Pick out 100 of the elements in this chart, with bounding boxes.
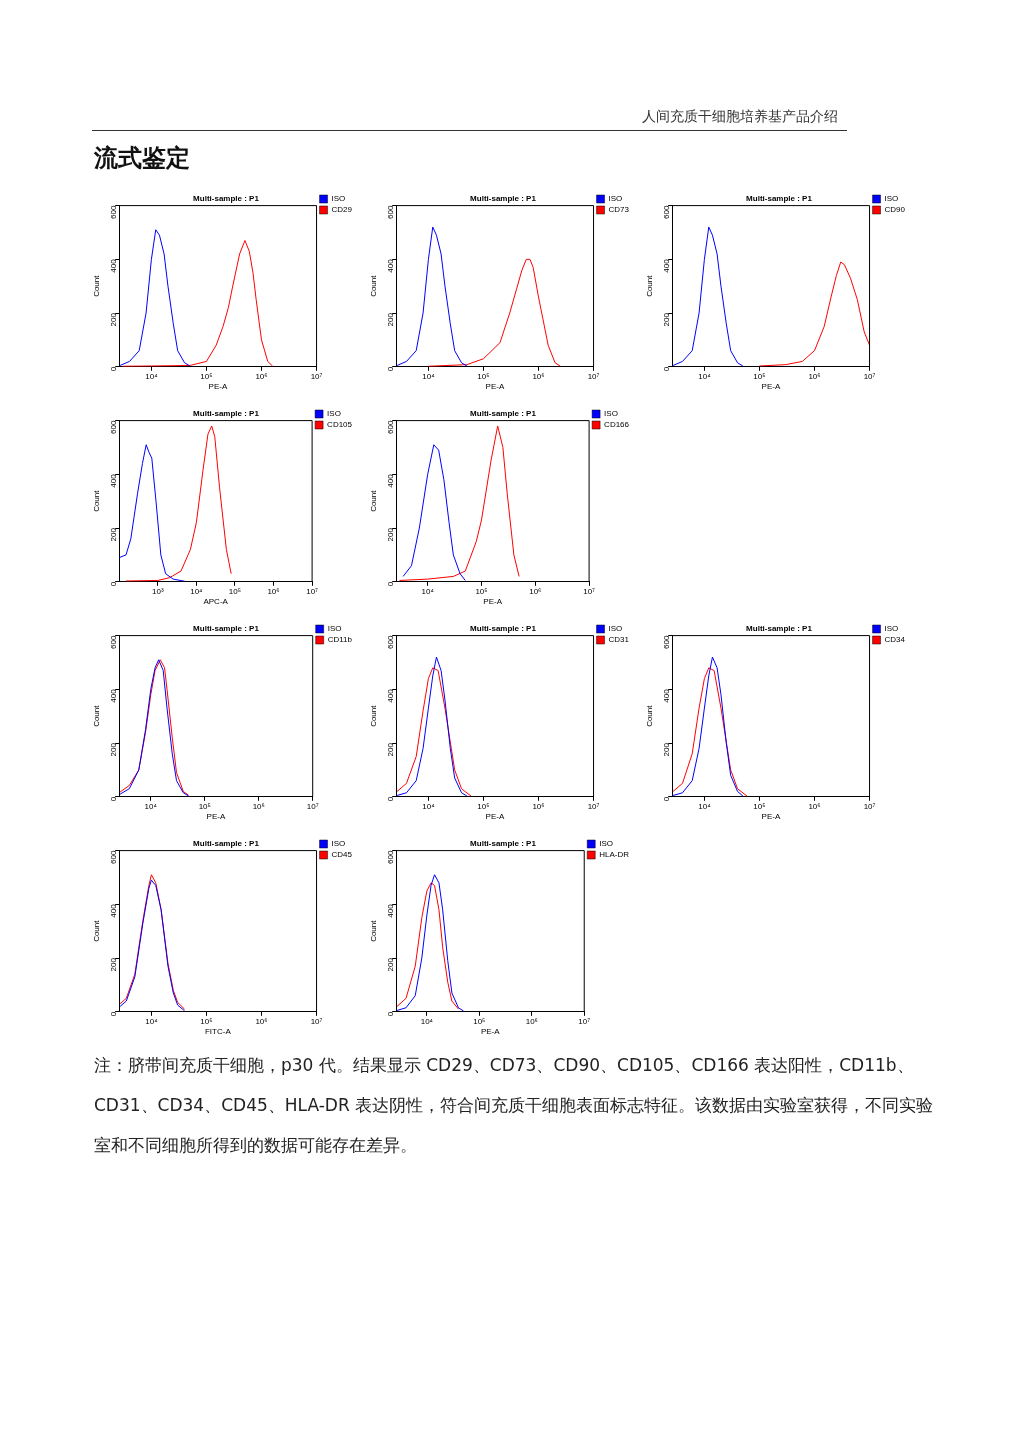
- x-tick-label: 10⁵: [200, 1016, 213, 1026]
- x-tick-label: 10⁷: [863, 801, 876, 811]
- y-axis-title: Count: [369, 704, 378, 727]
- y-tick-label: 600: [109, 850, 119, 864]
- chart-title: Multi-sample : P1: [470, 409, 537, 418]
- y-tick-label: 400: [109, 473, 119, 488]
- x-tick-label: 10⁷: [587, 801, 600, 811]
- x-tick-label: 10⁶: [808, 371, 821, 381]
- x-tick-label: 10⁵: [200, 371, 213, 381]
- y-tick-label: 600: [386, 850, 396, 864]
- x-axis-title: PE-A: [208, 382, 228, 392]
- x-tick-label: 10⁶: [525, 1016, 538, 1026]
- y-tick-label: 200: [662, 312, 672, 327]
- y-tick-label: 200: [109, 312, 119, 327]
- x-tick-label: 10⁶: [252, 801, 265, 811]
- legend-label: CD45: [331, 850, 353, 860]
- x-tick-label: 10⁴: [145, 1016, 159, 1026]
- x-tick-label: 10⁵: [228, 586, 242, 596]
- legend-label: HLA-DR: [599, 850, 630, 860]
- y-axis-title: Count: [92, 274, 101, 297]
- y-tick-label: 600: [386, 420, 396, 434]
- x-tick-label: 10⁴: [422, 801, 436, 811]
- legend-label: ISO: [884, 624, 899, 634]
- x-tick-label: 10⁵: [477, 371, 490, 381]
- y-tick-label: 200: [386, 527, 396, 542]
- y-tick-label: 600: [109, 635, 119, 649]
- x-tick-label: 10⁵: [198, 801, 211, 811]
- y-tick-label: 400: [386, 473, 396, 488]
- y-axis-title: Count: [369, 274, 378, 297]
- x-tick-label: 10⁴: [698, 371, 712, 381]
- legend-label: ISO: [327, 624, 342, 634]
- y-tick-label: 600: [662, 635, 672, 649]
- y-tick-label: 0: [662, 796, 672, 802]
- legend-label: ISO: [331, 839, 346, 849]
- chart-title: Multi-sample : P1: [193, 194, 260, 203]
- x-tick-label: 10⁷: [587, 371, 600, 381]
- y-tick-label: 200: [386, 957, 396, 972]
- text: 人间充质干细胞培养基产品介绍: [641, 108, 838, 126]
- y-tick-label: 600: [109, 420, 119, 434]
- y-tick-label: 0: [386, 796, 396, 802]
- x-tick-label: 10⁷: [310, 371, 323, 381]
- x-axis-title: APC-A: [203, 597, 229, 607]
- x-tick-label: 10⁵: [753, 371, 766, 381]
- y-axis-title: Count: [92, 919, 101, 942]
- text: 流式鉴定: [94, 143, 190, 174]
- x-tick-label: 10⁶: [255, 1016, 268, 1026]
- y-tick-label: 200: [109, 527, 119, 542]
- x-tick-label: 10⁶: [267, 586, 280, 596]
- legend-label: ISO: [331, 194, 346, 204]
- y-axis-title: Count: [92, 704, 101, 727]
- y-tick-label: 400: [109, 258, 119, 273]
- y-tick-label: 400: [109, 903, 119, 918]
- y-tick-label: 0: [109, 366, 119, 372]
- x-tick-label: 10⁷: [578, 1016, 591, 1026]
- legend-label: CD166: [604, 420, 630, 430]
- chart-title: Multi-sample : P1: [470, 624, 537, 633]
- legend-label: ISO: [604, 409, 618, 419]
- y-tick-label: 400: [386, 688, 396, 703]
- y-axis-title: Count: [645, 704, 654, 727]
- x-tick-label: 10⁷: [306, 586, 319, 596]
- x-tick-label: 10⁶: [532, 371, 545, 381]
- y-axis-title: Count: [92, 489, 101, 512]
- chart-title: Multi-sample : P1: [470, 839, 537, 848]
- x-axis-title: PE-A: [761, 812, 781, 822]
- y-tick-label: 600: [386, 635, 396, 649]
- y-tick-label: 600: [109, 205, 119, 219]
- x-axis-title: PE-A: [761, 382, 781, 392]
- y-axis-title: Count: [645, 274, 654, 297]
- legend-label: CD73: [608, 205, 630, 215]
- y-tick-label: 0: [386, 581, 396, 587]
- chart-title: Multi-sample : P1: [746, 194, 813, 203]
- x-tick-label: 10⁷: [863, 371, 876, 381]
- x-tick-label: 10⁵: [473, 1016, 486, 1026]
- x-tick-label: 10⁵: [475, 586, 488, 596]
- x-tick-label: 10⁴: [145, 371, 159, 381]
- y-tick-label: 200: [386, 742, 396, 757]
- x-tick-label: 10³: [152, 586, 164, 596]
- y-tick-label: 200: [109, 957, 119, 972]
- x-axis-title: PE-A: [480, 1027, 501, 1037]
- y-tick-label: 200: [662, 742, 672, 757]
- x-axis-title: FITC-A: [204, 1027, 232, 1037]
- x-tick-label: 10⁶: [255, 371, 268, 381]
- legend-label: ISO: [608, 624, 623, 634]
- x-tick-label: 10⁵: [753, 801, 766, 811]
- text: 注：脐带间充质干细胞，p30 代。结果显示 CD29、CD73、CD90、CD105、CD166 表达阳性，CD11b、CD31、CD34、CD45、HLA-DR 表达阴性，符合间充质干细胞表面标志特征。该数据由实验室获得，不同实验室和不同细胞所得到的数据可能存在差异。: [94, 1054, 935, 1157]
- x-tick-label: 10⁴: [422, 371, 436, 381]
- y-axis-title: Count: [369, 489, 378, 512]
- x-tick-label: 10⁴: [190, 586, 204, 596]
- chart-title: Multi-sample : P1: [193, 409, 260, 418]
- y-tick-label: 200: [109, 742, 119, 757]
- y-tick-label: 600: [662, 205, 672, 219]
- x-tick-label: 10⁷: [306, 801, 319, 811]
- y-tick-label: 400: [386, 258, 396, 273]
- legend-label: CD31: [608, 635, 630, 645]
- legend-label: ISO: [327, 409, 341, 419]
- legend-label: ISO: [884, 194, 899, 204]
- y-axis-title: Count: [369, 919, 378, 942]
- y-tick-label: 400: [386, 903, 396, 918]
- y-tick-label: 400: [662, 688, 672, 703]
- x-tick-label: 10⁷: [583, 586, 596, 596]
